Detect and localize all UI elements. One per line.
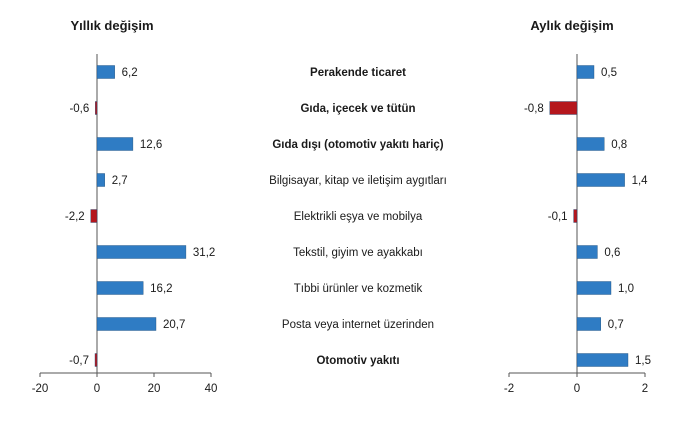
annual-value-label: -0,6 (69, 103, 89, 115)
annual-bar (95, 101, 98, 115)
category-label: Gıda, içecek ve tütün (300, 103, 415, 115)
monthly-x-tick-label: 0 (574, 383, 580, 395)
monthly-bar (549, 101, 578, 115)
monthly-bar (573, 209, 578, 223)
annual-value-label: 6,2 (122, 67, 138, 79)
monthly-x-tick-label: -2 (504, 383, 514, 395)
monthly-value-label: 0,5 (601, 67, 617, 79)
annual-x-tick-label: 0 (94, 383, 100, 395)
annual-x-tick-label: -20 (32, 383, 49, 395)
annual-value-label: 31,2 (193, 247, 215, 259)
annual-value-label: 12,6 (140, 139, 162, 151)
monthly-value-label: 1,4 (632, 175, 649, 187)
monthly-panel-title: Aylık değişim (530, 18, 613, 33)
category-label: Tıbbi ürünler ve kozmetik (294, 283, 423, 295)
annual-bar (96, 137, 134, 151)
category-label: Tekstil, giyim ve ayakkabı (293, 247, 423, 259)
annual-value-label: 20,7 (163, 319, 185, 331)
annual-bar (94, 353, 98, 367)
monthly-value-label: 0,7 (608, 319, 624, 331)
monthly-bar (576, 245, 598, 259)
monthly-bar (576, 317, 601, 331)
category-label: Bilgisayar, kitap ve iletişim aygıtları (269, 175, 447, 187)
category-label: Otomotiv yakıtı (316, 355, 399, 367)
annual-x-tick-label: 40 (205, 383, 218, 395)
monthly-value-label: 0,6 (604, 247, 620, 259)
category-label: Elektrikli eşya ve mobilya (294, 211, 423, 223)
monthly-x-tick-label: 2 (642, 383, 648, 395)
monthly-value-label: -0,1 (548, 211, 568, 223)
annual-value-label: -0,7 (69, 355, 89, 367)
annual-panel-title: Yıllık değişim (70, 18, 153, 33)
category-label: Perakende ticaret (310, 67, 406, 79)
monthly-value-label: 0,8 (611, 139, 627, 151)
category-labels: Perakende ticaret Gıda, içecek ve tütün Gı… (269, 67, 447, 367)
monthly-value-label: -0,8 (524, 103, 544, 115)
monthly-value-label: 1,5 (635, 355, 651, 367)
annual-bar (96, 317, 157, 331)
monthly-value-label: 1,0 (618, 283, 634, 295)
annual-bar (96, 281, 144, 295)
annual-value-label: 16,2 (150, 283, 172, 295)
annual-bar (90, 209, 98, 223)
annual-change-panel: -20 0 20 40 6,2 -0,6 12,6 2,7 -2,2 31,2 16,2 20,7 -0… (32, 54, 218, 395)
monthly-bar (576, 65, 595, 79)
annual-bar (96, 173, 105, 187)
monthly-bar (576, 137, 605, 151)
monthly-bar (576, 173, 625, 187)
monthly-bar (576, 281, 612, 295)
annual-value-label: 2,7 (112, 175, 128, 187)
annual-x-tick-label: 20 (148, 383, 161, 395)
annual-value-label: -2,2 (65, 211, 85, 223)
category-label: Posta veya internet üzerinden (282, 319, 434, 331)
annual-bar (96, 245, 187, 259)
monthly-change-panel: -2 0 2 0,5 -0,8 0,8 1,4 -0,1 0,6 1,0 0,7 1,5 (504, 54, 651, 395)
annual-bar (96, 65, 115, 79)
category-label: Gıda dışı (otomotiv yakıtı hariç) (272, 139, 443, 151)
monthly-bar (576, 353, 629, 367)
